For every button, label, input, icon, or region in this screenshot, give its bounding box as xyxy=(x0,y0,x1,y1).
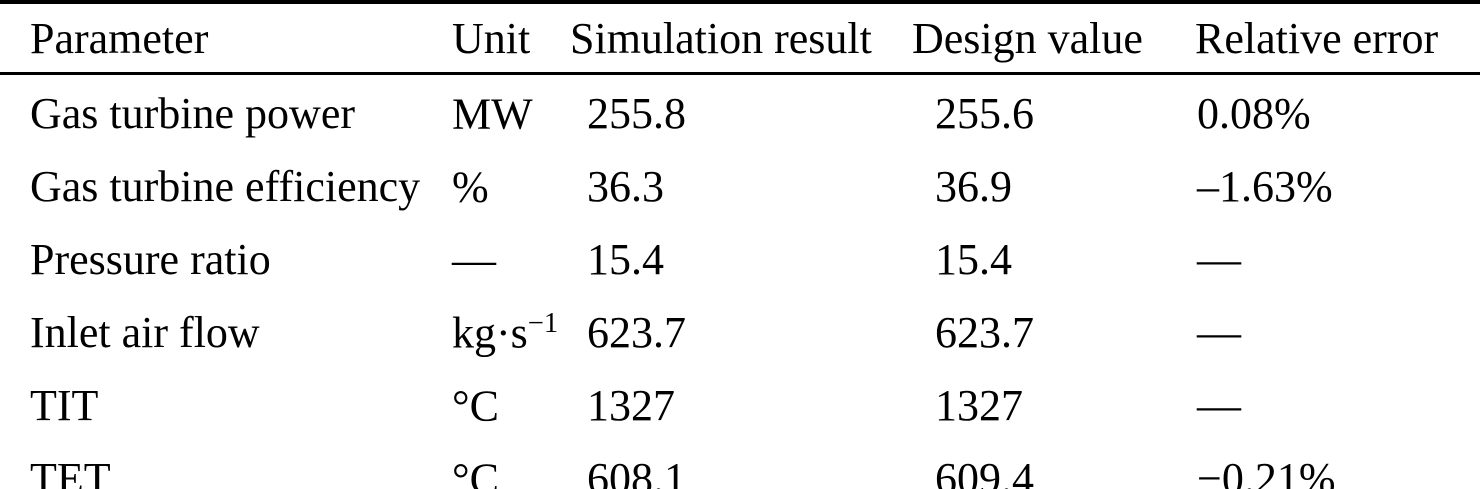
unit-text: °C xyxy=(452,381,499,431)
cell-simulation-result: 1327 xyxy=(587,380,675,430)
unit-text: kg·s xyxy=(452,308,528,358)
table-row: TET °C 608.1 609.4 −0.21% xyxy=(0,440,1480,489)
cell-unit: % xyxy=(452,148,570,221)
cell-parameter: TIT xyxy=(30,380,99,430)
cell-simulation-result: 608.1 xyxy=(587,453,686,489)
cell-parameter: TET xyxy=(30,453,111,489)
cell-parameter: Pressure ratio xyxy=(30,234,271,284)
table-row: Pressure ratio — 15.4 15.4 — xyxy=(0,221,1480,294)
cell-unit: °C xyxy=(452,440,570,489)
cell-unit: kg·s−1 xyxy=(452,294,570,367)
unit-text: % xyxy=(452,162,489,212)
unit-text: °C xyxy=(452,454,499,489)
cell-relative-error: — xyxy=(1197,307,1241,357)
unit-text: — xyxy=(452,235,496,285)
table-row: Gas turbine efficiency % 36.3 36.9 –1.63… xyxy=(0,148,1480,221)
cell-parameter: Gas turbine power xyxy=(30,88,356,138)
cell-relative-error: — xyxy=(1197,380,1241,430)
cell-relative-error: — xyxy=(1197,234,1241,284)
unit-superscript: −1 xyxy=(527,307,559,339)
cell-design-value: 609.4 xyxy=(935,453,1034,489)
cell-simulation-result: 15.4 xyxy=(587,234,664,284)
cell-simulation-result: 623.7 xyxy=(587,307,686,357)
cell-simulation-result: 36.3 xyxy=(587,161,664,211)
cell-unit: °C xyxy=(452,367,570,440)
column-header-parameter: Parameter xyxy=(0,2,452,75)
cell-unit: — xyxy=(452,221,570,294)
cell-unit: MW xyxy=(452,74,570,149)
unit-text: MW xyxy=(452,89,533,139)
cell-parameter: Gas turbine efficiency xyxy=(30,161,421,211)
header-row: Parameter Unit Simulation result Design … xyxy=(0,2,1480,75)
column-header-relative-error: Relative error xyxy=(1195,2,1480,75)
column-header-design-value: Design value xyxy=(912,2,1195,75)
cell-design-value: 36.9 xyxy=(935,161,1012,211)
cell-design-value: 255.6 xyxy=(935,88,1034,138)
cell-simulation-result: 255.8 xyxy=(587,88,686,138)
cell-parameter: Inlet air flow xyxy=(30,307,260,357)
column-header-unit: Unit xyxy=(452,2,570,75)
cell-relative-error: 0.08% xyxy=(1197,88,1311,138)
table-row: Gas turbine power MW 255.8 255.6 0.08% xyxy=(0,74,1480,149)
cell-design-value: 623.7 xyxy=(935,307,1034,357)
cell-design-value: 15.4 xyxy=(935,234,1012,284)
column-header-simulation-result: Simulation result xyxy=(570,2,912,75)
cell-relative-error: –1.63% xyxy=(1197,161,1333,211)
table-row: TIT °C 1327 1327 — xyxy=(0,367,1480,440)
table-row: Inlet air flow kg·s−1 623.7 623.7 — xyxy=(0,294,1480,367)
cell-relative-error: −0.21% xyxy=(1197,453,1336,489)
cell-design-value: 1327 xyxy=(935,380,1023,430)
